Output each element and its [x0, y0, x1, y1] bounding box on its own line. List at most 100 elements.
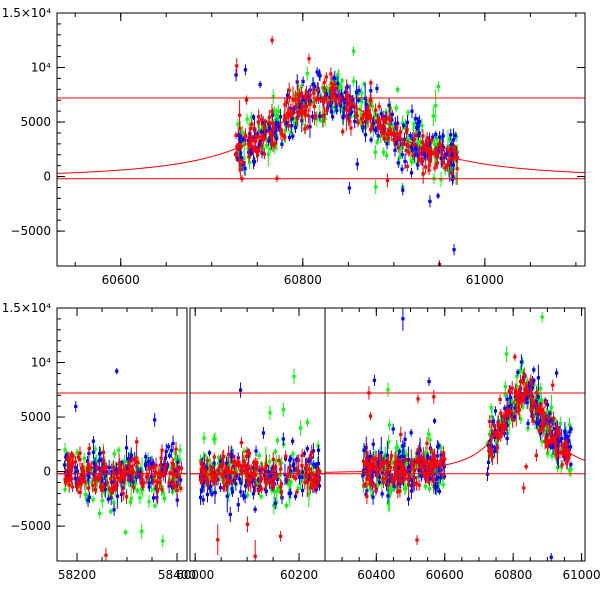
data-point: [305, 97, 309, 101]
data-point: [301, 113, 305, 117]
data-point: [437, 135, 442, 139]
data-point: [491, 420, 495, 424]
data-point: [382, 150, 386, 154]
data-point: [213, 490, 217, 495]
data-point: [425, 457, 429, 461]
data-point: [294, 105, 298, 109]
data-point: [435, 136, 439, 141]
data-point: [364, 114, 368, 118]
data-point: [513, 406, 517, 410]
data-point: [229, 470, 234, 474]
data-point: [86, 486, 91, 490]
data-point: [272, 503, 276, 508]
data-point: [377, 480, 382, 484]
data-point: [398, 462, 402, 466]
data-point: [449, 165, 453, 169]
data-point: [253, 466, 257, 470]
data-point: [382, 136, 387, 141]
data-point: [308, 457, 312, 461]
data-point: [239, 490, 243, 494]
data-point: [364, 102, 368, 106]
data-point: [305, 480, 309, 485]
data-point: [546, 418, 550, 422]
data-point: [235, 474, 239, 478]
x-tick-label: 60000: [176, 568, 214, 582]
data-point: [126, 479, 131, 483]
data-point: [361, 459, 366, 463]
data-point: [391, 427, 395, 431]
data-point: [430, 462, 435, 466]
data-point: [417, 460, 421, 464]
data-point: [428, 199, 432, 203]
data-point: [172, 481, 176, 485]
data-point: [160, 487, 164, 492]
series-red: [63, 436, 184, 561]
data-point: [503, 384, 507, 389]
data-point: [401, 188, 405, 192]
data-point: [252, 485, 257, 489]
data-point: [387, 103, 391, 107]
data-point: [219, 467, 224, 472]
data-point: [545, 410, 549, 414]
y-tick-label: 5000: [20, 115, 51, 129]
data-point: [173, 487, 177, 492]
data-point: [554, 371, 559, 375]
data-point: [64, 455, 68, 459]
data-point: [318, 470, 322, 474]
data-point: [135, 440, 139, 444]
data-point: [486, 460, 491, 465]
data-point: [385, 482, 389, 487]
data-point: [435, 461, 439, 465]
data-point: [393, 476, 397, 480]
data-point: [404, 486, 408, 491]
data-point: [366, 116, 370, 120]
data-point: [233, 475, 237, 479]
data-point: [433, 152, 437, 156]
data-point: [295, 80, 299, 84]
data-point: [155, 496, 159, 500]
data-point: [314, 488, 318, 492]
data-point: [515, 374, 519, 379]
data-point: [317, 73, 321, 77]
data-point: [433, 485, 437, 489]
data-point: [410, 478, 414, 482]
data-point: [415, 147, 419, 151]
data-point: [224, 467, 228, 471]
data-point: [100, 458, 104, 462]
data-point: [140, 529, 144, 533]
data-point: [284, 478, 288, 482]
data-point: [317, 484, 322, 488]
data-point: [347, 186, 351, 190]
data-point: [156, 471, 160, 475]
data-point: [364, 445, 368, 450]
data-point: [413, 153, 417, 157]
data-point: [356, 121, 360, 125]
data-point: [310, 451, 314, 455]
data-point: [426, 474, 430, 478]
data-point: [267, 126, 272, 130]
data-point: [404, 130, 409, 134]
data-point: [396, 121, 400, 125]
data-point: [119, 492, 124, 496]
data-point: [253, 483, 258, 487]
data-point: [440, 146, 444, 151]
data-point: [273, 142, 277, 146]
data-point: [386, 483, 390, 487]
data-point: [535, 401, 539, 406]
data-point: [259, 494, 263, 499]
data-point: [316, 461, 321, 466]
data-point: [560, 436, 564, 440]
data-point: [428, 446, 432, 451]
data-point: [339, 85, 343, 89]
data-point: [253, 139, 257, 143]
data-point: [133, 480, 137, 484]
data-point: [123, 530, 128, 534]
data-point: [231, 481, 235, 485]
data-point: [282, 118, 286, 122]
data-point: [305, 474, 309, 479]
data-point: [199, 467, 203, 471]
data-point: [169, 449, 173, 453]
data-point: [365, 482, 369, 486]
data-point: [417, 159, 421, 163]
data-point: [368, 414, 373, 418]
